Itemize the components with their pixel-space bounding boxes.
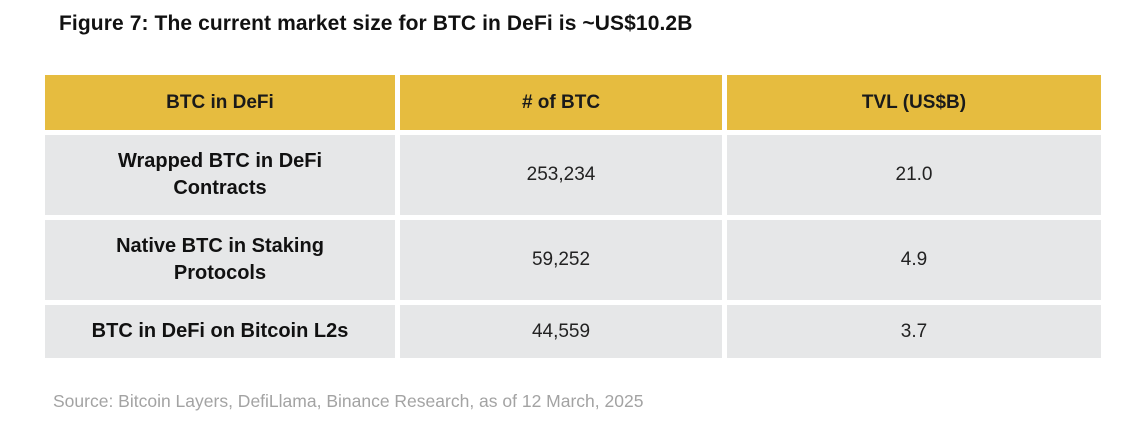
row-label: Wrapped BTC in DeFi Contracts (45, 135, 395, 215)
table-row: Native BTC in Staking Protocols 59,252 4… (45, 220, 1101, 300)
row-label: BTC in DeFi on Bitcoin L2s (45, 305, 395, 358)
row-label-line: Protocols (173, 262, 267, 284)
table-header-row: BTC in DeFi # of BTC TVL (US$B) (45, 75, 1101, 130)
row-label: Native BTC in Staking Protocols (45, 220, 395, 300)
row-label-line: Native BTC in Staking (116, 235, 324, 257)
column-header-tvl: TVL (US$B) (727, 75, 1101, 130)
table-row: Wrapped BTC in DeFi Contracts 253,234 21… (45, 135, 1101, 215)
source-note: Source: Bitcoin Layers, DefiLlama, Binan… (53, 391, 644, 411)
btc-amount-cell: 59,252 (400, 220, 722, 300)
tvl-cell: 4.9 (727, 220, 1101, 300)
tvl-cell: 3.7 (727, 305, 1101, 358)
table-row: BTC in DeFi on Bitcoin L2s 44,559 3.7 (45, 305, 1101, 358)
btc-defi-table: BTC in DeFi # of BTC TVL (US$B) Wrapped … (45, 75, 1101, 363)
column-header-btc-in-defi: BTC in DeFi (45, 75, 395, 130)
column-header-num-btc: # of BTC (400, 75, 722, 130)
btc-amount-cell: 44,559 (400, 305, 722, 358)
figure-title: Figure 7: The current market size for BT… (59, 12, 693, 35)
btc-amount-cell: 253,234 (400, 135, 722, 215)
row-label-line: Contracts (173, 177, 267, 199)
tvl-cell: 21.0 (727, 135, 1101, 215)
row-label-line: Wrapped BTC in DeFi (117, 150, 323, 172)
